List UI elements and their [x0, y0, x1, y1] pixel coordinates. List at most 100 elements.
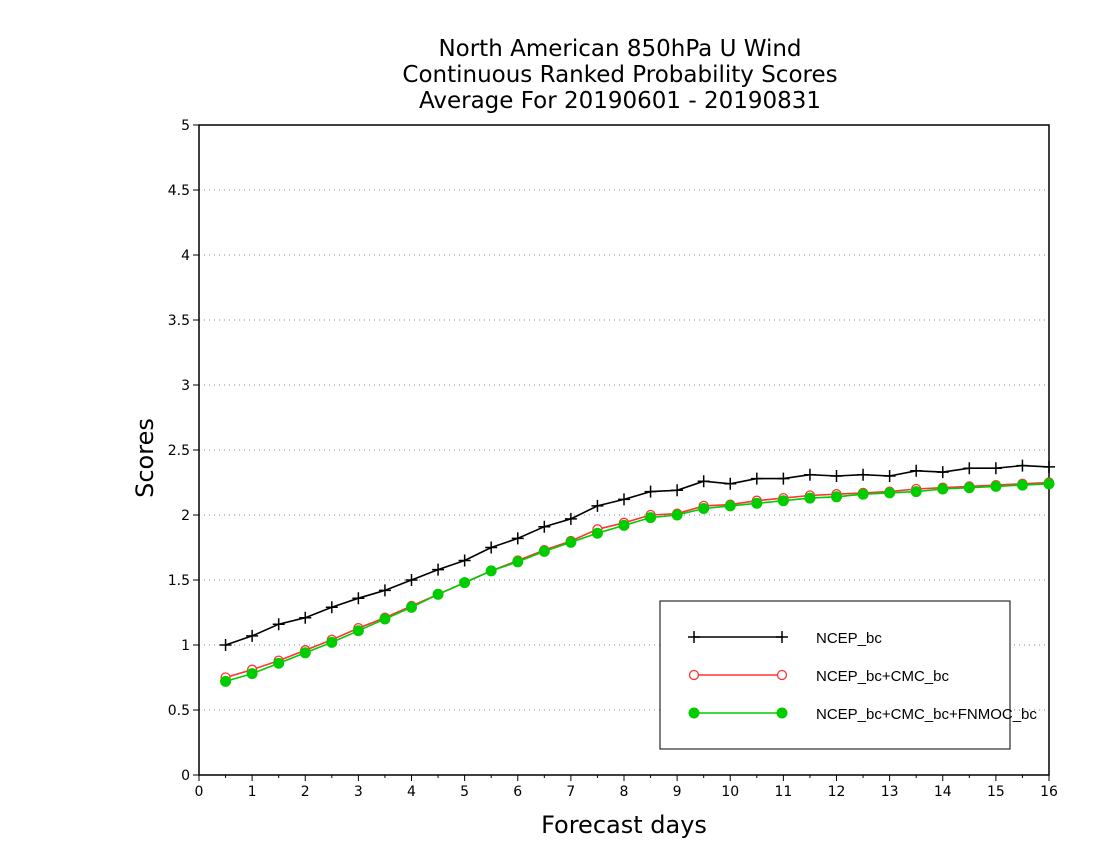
- data-point: [538, 545, 550, 557]
- title-line-3: Average For 20190601 - 20190831: [418, 88, 822, 114]
- legend-marker: [688, 707, 700, 719]
- legend-label: NCEP_bc: [816, 630, 882, 647]
- data-point: [459, 577, 471, 589]
- data-point: [989, 462, 1002, 475]
- x-tick-label: 14: [934, 784, 952, 800]
- data-point: [936, 466, 949, 479]
- legend-item-2: NCEP_bc+CMC_bc: [688, 668, 949, 685]
- data-point: [405, 574, 418, 586]
- legend: NCEP_bc NCEP_bc+CMC_bc NCEP_bc+CMC_bc+FNMO…: [659, 600, 1037, 750]
- y-tick-label: 4.5: [168, 183, 190, 199]
- data-point: [697, 475, 710, 488]
- data-point: [618, 493, 630, 506]
- title-line-2: Continuous Ranked Probability Scores: [402, 62, 838, 88]
- legend-label: NCEP_bc+CMC_bc+FNMOC_bc: [816, 706, 1037, 723]
- x-tick-label: 12: [828, 784, 846, 800]
- data-point: [963, 462, 976, 475]
- x-tick-label: 4: [407, 784, 416, 800]
- x-tick-label: 10: [721, 784, 739, 800]
- data-point: [591, 527, 603, 539]
- data-point: [485, 541, 498, 554]
- data-point: [777, 472, 790, 485]
- y-tick-label: 2.5: [168, 443, 190, 459]
- data-point: [857, 488, 869, 500]
- legend-marker: [776, 669, 788, 681]
- data-point: [804, 492, 816, 504]
- data-point: [406, 601, 417, 613]
- data-point: [299, 647, 311, 659]
- data-point: [379, 613, 391, 625]
- data-point: [1043, 478, 1055, 490]
- x-tick-label: 11: [774, 784, 792, 800]
- series-3: [220, 478, 1055, 687]
- data-point: [432, 563, 445, 576]
- data-point: [884, 487, 896, 499]
- series-line: [225, 464, 1050, 646]
- series-layer: [219, 459, 1055, 687]
- data-point: [910, 486, 922, 498]
- data-point: [564, 512, 577, 525]
- y-tick-label: 2: [181, 508, 190, 524]
- data-point: [910, 464, 923, 477]
- legend-marker: [688, 669, 700, 681]
- data-point: [272, 618, 285, 631]
- y-tick-label: 3: [181, 378, 190, 394]
- x-tick-label: 15: [987, 784, 1005, 800]
- data-point: [830, 470, 843, 482]
- data-point: [352, 592, 365, 605]
- y-tick-label: 0: [181, 768, 190, 784]
- data-point: [220, 675, 232, 687]
- x-tick-label: 1: [248, 784, 257, 800]
- y-tick-label: 1: [181, 638, 190, 654]
- data-point: [883, 470, 896, 482]
- data-point: [538, 520, 551, 533]
- data-point: [724, 500, 736, 512]
- data-point: [1016, 479, 1028, 491]
- legend-label: NCEP_bc+CMC_bc: [816, 668, 949, 685]
- data-point: [326, 636, 338, 648]
- data-point: [644, 485, 657, 498]
- chart-title: North American 850hPa U Wind Continuous …: [250, 36, 990, 114]
- data-point: [645, 512, 657, 524]
- data-point: [963, 482, 975, 494]
- x-axis-title: Forecast days: [541, 811, 707, 839]
- y-tick-label: 5: [181, 118, 190, 134]
- data-point: [591, 499, 604, 512]
- data-point: [432, 588, 444, 600]
- data-point: [750, 472, 763, 485]
- data-point: [671, 484, 684, 497]
- data-point: [219, 639, 232, 651]
- y-tick-label: 3.5: [168, 313, 190, 329]
- data-point: [565, 536, 577, 548]
- data-point: [937, 483, 949, 495]
- x-axis: 0 1 2 3 4 5 6 7 8 9 10 11 12 13 14 15 16: [195, 775, 1058, 800]
- data-point: [671, 509, 683, 521]
- grid-lines: [199, 189, 1049, 711]
- data-point: [273, 657, 285, 669]
- data-point: [299, 611, 312, 624]
- data-point: [512, 556, 524, 568]
- data-point: [990, 480, 1002, 492]
- data-point: [458, 554, 471, 567]
- y-axis: 0 0.5 1 1.5 2 2.5 3 3.5 4 4.5 5: [168, 118, 199, 784]
- x-tick-label: 9: [673, 784, 682, 800]
- legend-item-3: NCEP_bc+CMC_bc+FNMOC_bc: [688, 706, 1037, 723]
- legend-marker: [776, 707, 788, 719]
- data-point: [1016, 459, 1029, 472]
- y-axis-title: Scores: [131, 418, 159, 498]
- y-tick-label: 1.5: [168, 573, 190, 589]
- series-1: [219, 459, 1055, 651]
- title-line-1: North American 850hPa U Wind: [438, 36, 802, 62]
- x-tick-label: 13: [881, 784, 899, 800]
- x-tick-label: 8: [620, 784, 629, 800]
- data-point: [485, 565, 497, 577]
- data-point: [352, 625, 364, 637]
- legend-marker: [688, 631, 700, 643]
- data-point: [698, 503, 710, 514]
- x-tick-label: 16: [1040, 784, 1058, 800]
- data-point: [246, 629, 259, 642]
- x-tick-label: 0: [195, 784, 204, 800]
- y-tick-label: 0.5: [168, 703, 190, 719]
- x-tick-label: 2: [301, 784, 310, 800]
